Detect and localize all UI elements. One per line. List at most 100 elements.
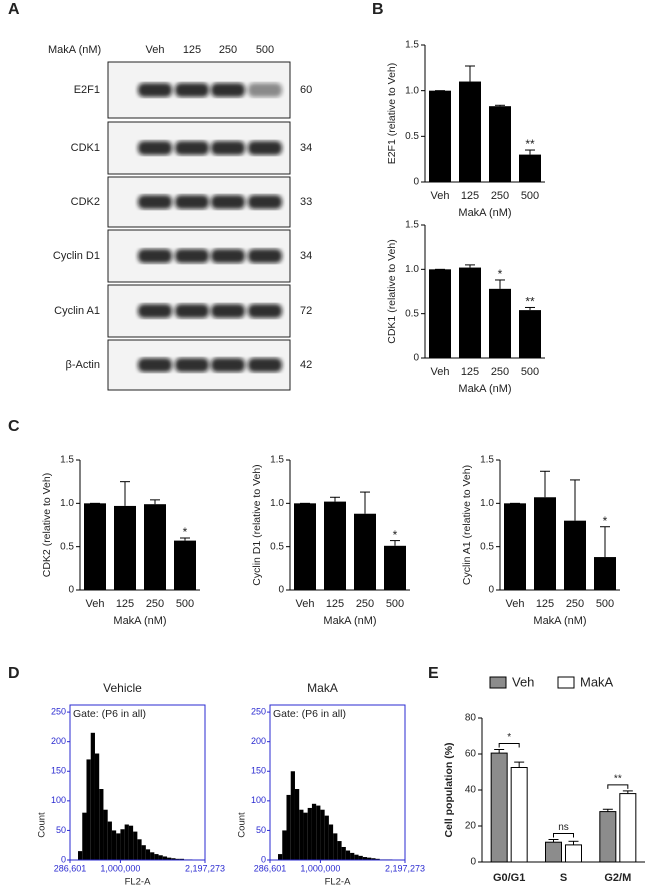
y-tick-label: 0.5 [270, 541, 284, 552]
y-tick-label: 250 [251, 706, 266, 716]
error-bar [570, 479, 580, 521]
x-axis-label: MakA (nM) [458, 383, 511, 395]
x-axis-label: MakA (nM) [458, 207, 511, 219]
significance: * [603, 514, 608, 528]
blot-band [248, 141, 282, 155]
bar [429, 90, 451, 182]
histogram-bar [158, 855, 163, 860]
y-axis-label: Count [237, 812, 248, 838]
x-tick-label: 250 [491, 366, 509, 378]
size-label: 34 [300, 142, 312, 154]
histogram-bar [316, 805, 321, 860]
blot-band [211, 358, 245, 372]
histogram-bar [324, 815, 329, 860]
bar [599, 811, 617, 863]
y-tick-label: 50 [56, 825, 66, 835]
y-axis-label: Cyclin D1 (relative to Veh) [251, 464, 263, 585]
histogram-bar [299, 809, 304, 860]
x-tick-label: Veh [431, 366, 450, 378]
y-tick-label: 0 [278, 585, 284, 596]
histogram-bar [320, 809, 325, 860]
histogram-bar [175, 858, 180, 860]
significance-bracket [607, 784, 629, 789]
y-tick-label: 80 [465, 713, 477, 724]
histogram-bar [171, 858, 176, 860]
bar [619, 793, 637, 863]
blot-band [211, 249, 245, 263]
histogram-bar [107, 821, 112, 860]
error-bar [330, 496, 340, 502]
histogram-bar [78, 851, 83, 860]
x-tick-label: 2,197,273 [385, 863, 425, 873]
x-tick-label: 125 [116, 598, 134, 610]
error-bar [360, 491, 370, 514]
bar [84, 503, 106, 590]
panel-label: A [8, 1, 20, 18]
y-tick-label: 0 [413, 353, 419, 364]
legend-label: MakA [580, 674, 614, 689]
lane-label: Veh [146, 44, 165, 56]
blot-band [175, 304, 209, 318]
histogram-bar [103, 809, 108, 860]
y-tick-label: 0 [488, 585, 494, 596]
error-bar [180, 537, 190, 541]
protein-label: CDK1 [71, 142, 100, 154]
blot-band [175, 358, 209, 372]
error-bar [514, 761, 525, 768]
error-bar [548, 839, 559, 843]
histogram-bar [154, 854, 159, 860]
significance: ** [525, 137, 535, 151]
panel-label: C [8, 418, 20, 435]
x-axis-label: MakA (nM) [113, 615, 166, 627]
gate-label: Gate: (P6 in all) [273, 708, 346, 720]
x-tick-label: S [560, 872, 567, 884]
x-tick-label: Veh [506, 598, 525, 610]
y-tick-label: 1.5 [270, 455, 284, 466]
histogram-bar [303, 812, 308, 860]
y-tick-label: 0 [413, 177, 419, 188]
histogram-bar [82, 812, 87, 860]
histogram-bar [124, 824, 129, 860]
x-axis-label: MakA (nM) [323, 615, 376, 627]
y-axis-label: Cell population (%) [443, 742, 455, 837]
blot-band [248, 358, 282, 372]
y-tick-label: 0 [261, 854, 266, 864]
x-tick-label: 250 [566, 598, 584, 610]
y-tick-label: 200 [251, 736, 266, 746]
error-bar [390, 540, 400, 546]
size-label: 72 [300, 305, 312, 317]
x-tick-label: 250 [491, 190, 509, 202]
bar [510, 767, 528, 863]
histogram-bar [179, 858, 184, 860]
size-label: 33 [300, 196, 312, 208]
blot-band [248, 195, 282, 209]
y-tick-label: 40 [465, 785, 477, 796]
y-tick-label: 50 [256, 825, 266, 835]
x-axis-label: FL2-A [325, 877, 352, 888]
y-tick-label: 1.5 [480, 455, 494, 466]
bar [459, 81, 481, 182]
significance: * [498, 267, 503, 281]
y-axis-label: E2F1 (relative to Veh) [386, 63, 398, 165]
x-tick-label: 500 [521, 190, 539, 202]
histogram-bar [86, 759, 91, 860]
histogram-title: Vehicle [103, 681, 142, 695]
error-bar [540, 470, 550, 498]
histogram-bar [145, 849, 151, 860]
y-tick-label: 0 [470, 857, 476, 868]
bar [294, 503, 316, 590]
error-bar [120, 481, 130, 506]
bar [534, 497, 556, 590]
bar [429, 269, 451, 358]
histogram-bar [294, 789, 300, 860]
significance: ** [525, 295, 535, 309]
blot-band [138, 83, 172, 97]
blot-band [138, 195, 172, 209]
x-tick-label: 125 [461, 366, 479, 378]
blot-band [138, 358, 172, 372]
histogram-bar [333, 833, 338, 860]
x-tick-label: 500 [596, 598, 614, 610]
y-tick-label: 20 [465, 821, 477, 832]
significance: * [507, 732, 511, 743]
